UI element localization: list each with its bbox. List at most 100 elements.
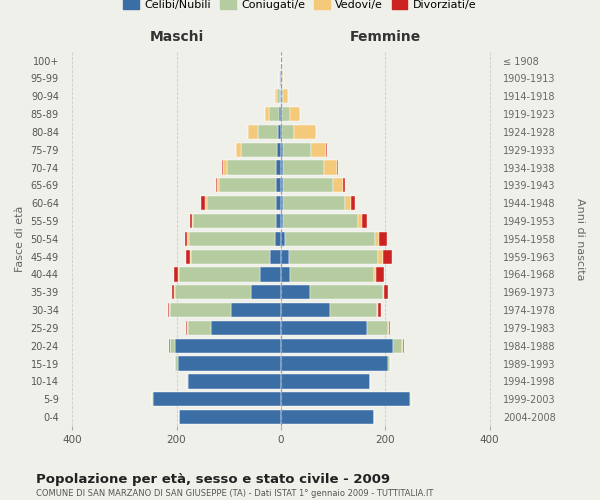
Bar <box>345 196 352 210</box>
Bar <box>331 303 377 318</box>
Bar <box>223 160 227 174</box>
Bar <box>281 125 283 139</box>
Bar <box>283 142 311 157</box>
Bar <box>379 303 381 318</box>
Bar <box>280 89 281 104</box>
Bar <box>170 338 175 353</box>
Bar <box>187 374 188 388</box>
Bar <box>188 321 211 335</box>
Bar <box>281 107 282 121</box>
Bar <box>191 250 271 264</box>
Bar <box>281 303 331 318</box>
Bar <box>281 142 283 157</box>
Bar <box>283 160 324 174</box>
Legend: Celibi/Nubili, Coniugati/e, Vedovi/e, Divorziati/e: Celibi/Nubili, Coniugati/e, Vedovi/e, Di… <box>119 0 481 15</box>
Bar <box>178 356 281 370</box>
Bar <box>259 125 278 139</box>
Bar <box>178 268 179 281</box>
Bar <box>193 214 275 228</box>
Bar <box>281 356 388 370</box>
Bar <box>333 178 343 192</box>
Bar <box>285 232 375 246</box>
Bar <box>265 107 269 121</box>
Y-axis label: Fasce di età: Fasce di età <box>15 206 25 272</box>
Bar <box>215 178 217 192</box>
Bar <box>275 196 281 210</box>
Bar <box>188 374 281 388</box>
Text: Femmine: Femmine <box>350 30 421 44</box>
Bar <box>289 250 379 264</box>
Bar <box>281 268 290 281</box>
Y-axis label: Anni di nascita: Anni di nascita <box>575 198 585 280</box>
Bar <box>337 160 338 174</box>
Bar <box>201 196 205 210</box>
Bar <box>384 285 388 300</box>
Bar <box>283 125 294 139</box>
Bar <box>277 142 281 157</box>
Bar <box>375 232 379 246</box>
Bar <box>281 338 393 353</box>
Bar <box>175 285 251 300</box>
Bar <box>281 89 283 104</box>
Bar <box>211 321 281 335</box>
Bar <box>219 178 275 192</box>
Bar <box>281 250 289 264</box>
Bar <box>188 232 275 246</box>
Bar <box>275 160 281 174</box>
Bar <box>281 178 283 192</box>
Bar <box>362 214 367 228</box>
Bar <box>283 214 358 228</box>
Bar <box>281 196 283 210</box>
Bar <box>251 285 281 300</box>
Bar <box>294 125 316 139</box>
Bar <box>281 410 374 424</box>
Bar <box>281 285 310 300</box>
Bar <box>374 268 376 281</box>
Bar <box>190 250 191 264</box>
Bar <box>152 392 153 406</box>
Bar <box>269 107 280 121</box>
Bar <box>389 321 390 335</box>
Bar <box>393 338 403 353</box>
Bar <box>281 321 367 335</box>
Bar <box>236 142 241 157</box>
Bar <box>231 303 281 318</box>
Bar <box>383 250 392 264</box>
Bar <box>175 356 178 370</box>
Bar <box>153 392 281 406</box>
Bar <box>179 268 260 281</box>
Bar <box>383 285 384 300</box>
Bar <box>175 338 281 353</box>
Bar <box>205 196 207 210</box>
Bar <box>167 303 169 318</box>
Bar <box>282 72 283 86</box>
Bar <box>376 268 384 281</box>
Text: Popolazione per età, sesso e stato civile - 2009: Popolazione per età, sesso e stato civil… <box>36 472 390 486</box>
Bar <box>290 107 300 121</box>
Bar <box>281 214 283 228</box>
Bar <box>172 285 175 300</box>
Bar <box>352 196 355 210</box>
Bar <box>358 214 362 228</box>
Bar <box>275 214 281 228</box>
Bar <box>281 374 370 388</box>
Bar <box>283 196 345 210</box>
Bar <box>186 250 190 264</box>
Bar <box>190 214 192 228</box>
Bar <box>290 268 374 281</box>
Text: Maschi: Maschi <box>149 30 203 44</box>
Bar <box>377 303 379 318</box>
Bar <box>275 178 281 192</box>
Bar <box>248 125 259 139</box>
Bar <box>311 142 326 157</box>
Text: COMUNE DI SAN MARZANO DI SAN GIUSEPPE (TA) - Dati ISTAT 1° gennaio 2009 - TUTTIT: COMUNE DI SAN MARZANO DI SAN GIUSEPPE (T… <box>36 489 433 498</box>
Bar <box>271 250 281 264</box>
Bar <box>179 410 281 424</box>
Bar <box>277 89 280 104</box>
Bar <box>281 160 283 174</box>
Bar <box>410 392 412 406</box>
Bar <box>282 107 290 121</box>
Bar <box>260 268 281 281</box>
Bar <box>367 321 388 335</box>
Bar <box>326 142 328 157</box>
